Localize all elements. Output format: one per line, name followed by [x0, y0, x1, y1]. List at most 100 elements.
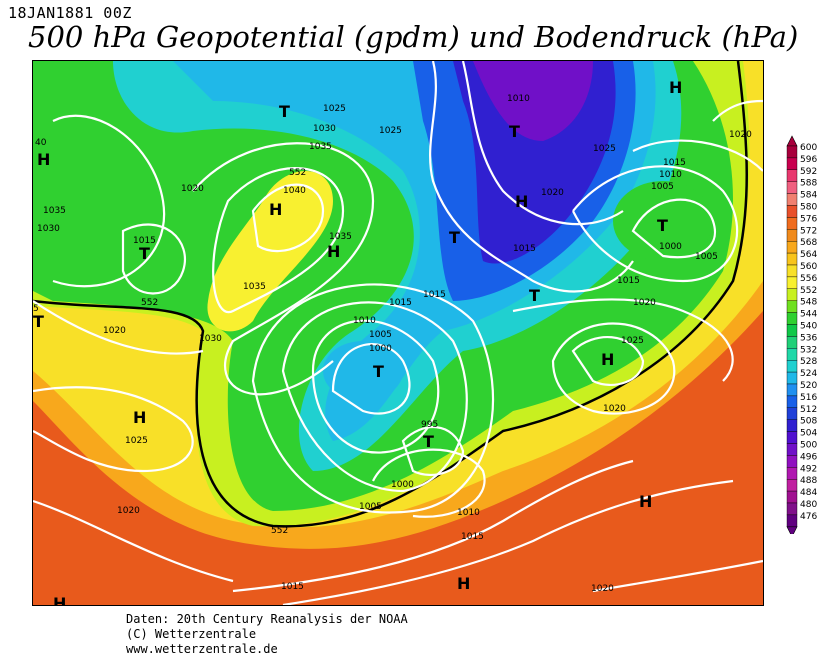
legend-value: 476	[800, 512, 817, 522]
legend-value: 532	[800, 345, 817, 355]
isobar-label: 1015	[281, 582, 304, 592]
map-canvas: 40 1035 1030 1015 1020 1025 1030 1035 10…	[33, 61, 763, 605]
high-marker: H	[669, 78, 682, 97]
isobars	[33, 61, 763, 605]
isobar-label: 1015	[461, 532, 484, 542]
isobar-label: 1025	[621, 336, 644, 346]
isobar-label: 1025	[323, 104, 346, 114]
low-marker: T	[657, 216, 668, 235]
legend-swatch	[786, 324, 798, 337]
legend-swatch	[786, 169, 798, 182]
isobar-label: 1015	[617, 276, 640, 286]
date-label: 18JAN1881 00Z	[8, 4, 132, 22]
legend-swatch	[786, 312, 798, 325]
legend-value: 484	[800, 488, 817, 498]
isobar-label: 1035	[243, 282, 266, 292]
legend-value: 496	[800, 452, 817, 462]
legend-swatch	[786, 157, 798, 170]
isobar-label: 1040	[283, 186, 306, 196]
isobar-label: 1010	[457, 508, 480, 518]
legend-value: 584	[800, 191, 817, 201]
legend-value: 556	[800, 274, 817, 284]
isobar-label: 1030	[37, 224, 60, 234]
legend-swatch	[786, 371, 798, 385]
legend-value: 548	[800, 298, 817, 308]
legend-value: 544	[800, 310, 817, 320]
credits: Daten: 20th Century Reanalysis der NOAA …	[126, 612, 408, 657]
high-marker: H	[53, 594, 66, 605]
legend-swatch	[786, 205, 798, 218]
isobar-label: 1035	[329, 232, 352, 242]
isobar-label: 995	[421, 420, 438, 430]
legend-arrow-bottom	[786, 526, 798, 534]
legend-swatch	[786, 407, 798, 420]
legend-value: 564	[800, 250, 817, 260]
isobar-label: 1010	[507, 94, 530, 104]
legend-swatch	[786, 455, 798, 468]
contour-552-label: 552	[289, 168, 306, 178]
isobar-label: 1010	[353, 316, 376, 326]
legend-value: 568	[800, 238, 817, 248]
isobar-labels: 40 1035 1030 1015 1020 1025 1030 1035 10…	[33, 94, 752, 594]
isobar-label: 1020	[117, 506, 140, 516]
high-marker: H	[327, 242, 340, 261]
credits-data-source: Daten: 20th Century Reanalysis der NOAA	[126, 612, 408, 626]
credits-website: www.wetterzentrale.de	[126, 642, 278, 656]
legend-value: 592	[800, 167, 817, 177]
band-purple	[473, 61, 593, 141]
isobar-label: 1020	[103, 326, 126, 336]
isobar-label: 1025	[125, 436, 148, 446]
high-marker: H	[269, 200, 282, 219]
isobar-label: 1020	[181, 184, 204, 194]
low-marker: T	[139, 244, 150, 263]
legend-value: 492	[800, 464, 817, 474]
low-marker: T	[509, 122, 520, 141]
contour-552-label: 552	[271, 526, 288, 536]
legend-value: 528	[800, 357, 817, 367]
legend-swatch	[786, 276, 798, 289]
legend-value: 596	[800, 155, 817, 165]
pressure-centers: H H H H H H H H H H T T T T T T T T T	[33, 78, 682, 605]
credits-copyright: (C) Wetterzentrale	[126, 627, 257, 641]
legend-value: 552	[800, 286, 817, 296]
isobar-label: 1030	[199, 334, 222, 344]
legend-value: 488	[800, 476, 817, 486]
isobar-label: 1005	[359, 502, 382, 512]
low-marker: T	[279, 102, 290, 121]
isobar-label: 1025	[593, 144, 616, 154]
low-marker: T	[529, 286, 540, 305]
isobar-label: 1030	[313, 124, 336, 134]
high-marker: H	[457, 574, 470, 593]
legend-value: 560	[800, 262, 817, 272]
legend-swatch	[786, 502, 798, 516]
legend-swatch	[786, 300, 798, 313]
isobar-label: 5	[33, 304, 39, 314]
isobar-label: 1035	[309, 142, 332, 152]
low-marker: T	[449, 228, 460, 247]
high-marker: H	[37, 150, 50, 169]
legend-value: 480	[800, 500, 817, 510]
isobar-label: 1015	[423, 290, 446, 300]
isobar-label: 1020	[633, 298, 656, 308]
legend-value: 504	[800, 429, 817, 439]
isobar-label: 1000	[659, 242, 682, 252]
legend-value: 512	[800, 405, 817, 415]
legend-value: 588	[800, 179, 817, 189]
contour-552-label: 552	[141, 298, 158, 308]
legend-swatch	[786, 264, 798, 278]
isobar-label: 1020	[603, 404, 626, 414]
legend-swatch	[786, 336, 798, 349]
legend-value: 572	[800, 226, 817, 236]
isobar-label: 1015	[133, 236, 156, 246]
low-marker: T	[423, 432, 434, 451]
legend-swatch	[786, 145, 798, 159]
isobar-label: 1020	[591, 584, 614, 594]
legend-value: 516	[800, 393, 817, 403]
isobar-label: 1035	[43, 206, 66, 216]
low-marker: T	[33, 312, 44, 331]
legend-swatch	[786, 467, 798, 480]
legend-swatch	[786, 252, 798, 266]
legend-swatch	[786, 383, 798, 397]
legend-swatch	[786, 288, 798, 301]
